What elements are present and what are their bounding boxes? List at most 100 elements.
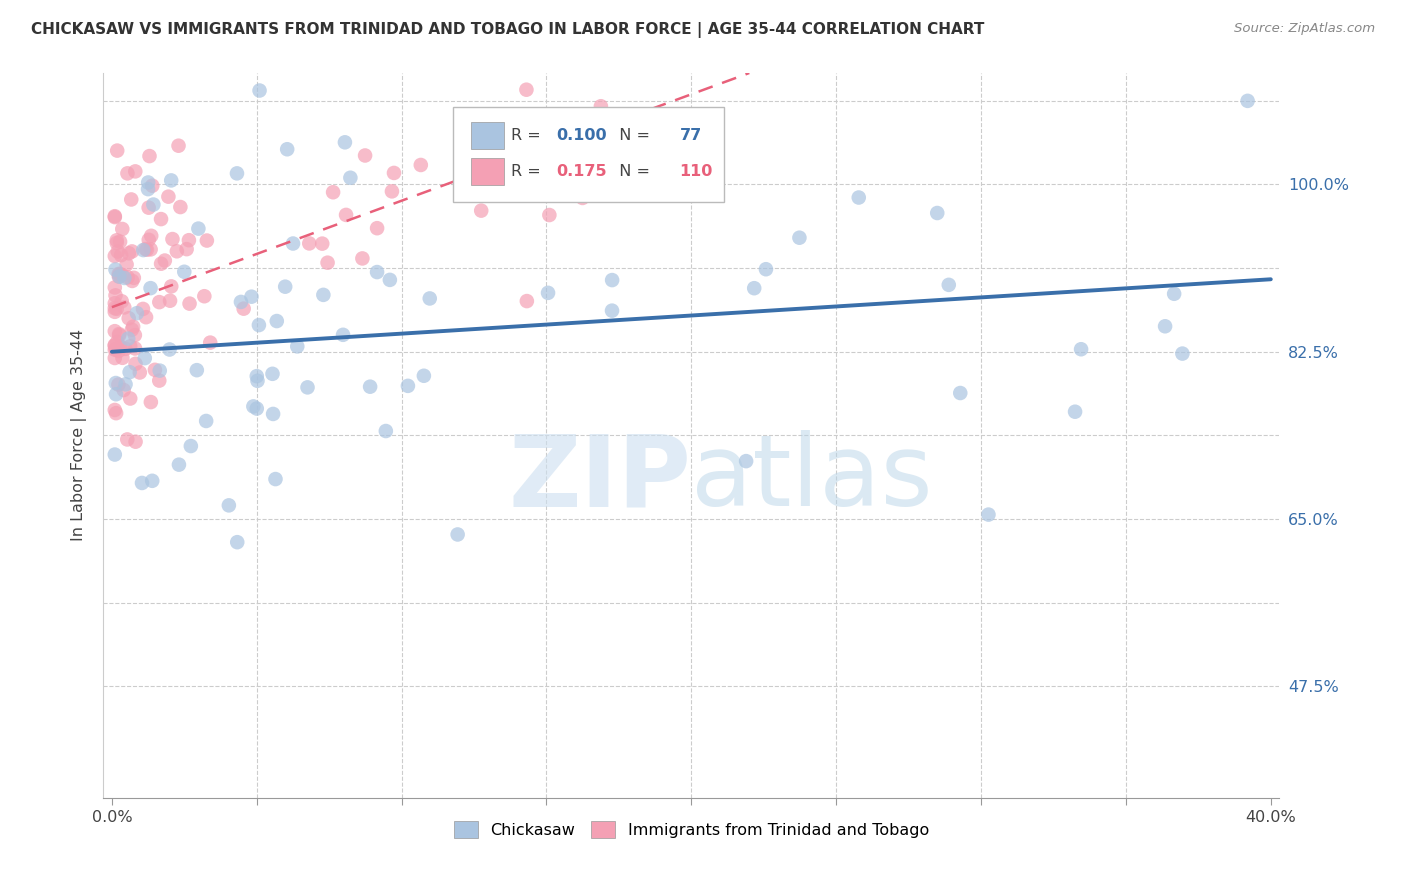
Text: CHICKASAW VS IMMIGRANTS FROM TRINIDAD AND TOBAGO IN LABOR FORCE | AGE 35-44 CORR: CHICKASAW VS IMMIGRANTS FROM TRINIDAD AN…	[31, 22, 984, 38]
Point	[600, 303, 623, 318]
Point	[104, 262, 127, 277]
Point	[226, 166, 249, 180]
Point	[180, 439, 202, 453]
Point	[105, 235, 128, 250]
Point	[124, 434, 146, 449]
Point	[108, 328, 131, 343]
Point	[118, 246, 141, 260]
Point	[200, 335, 222, 350]
Point	[120, 339, 142, 353]
Point	[104, 210, 127, 224]
Point	[589, 99, 612, 113]
Point	[107, 343, 129, 358]
Point	[104, 305, 127, 319]
Point	[339, 170, 361, 185]
Point	[246, 401, 269, 416]
Point	[150, 212, 173, 227]
Point	[538, 208, 561, 222]
Bar	[471, 158, 505, 186]
Point	[159, 293, 181, 308]
Point	[108, 327, 131, 342]
Point	[124, 164, 146, 178]
Point	[281, 236, 304, 251]
Point	[104, 448, 127, 462]
Legend: Chickasaw, Immigrants from Trinidad and Tobago: Chickasaw, Immigrants from Trinidad and …	[447, 814, 935, 844]
Point	[148, 374, 170, 388]
Point	[157, 189, 180, 203]
Point	[186, 363, 208, 377]
Point	[160, 173, 183, 187]
Point	[600, 120, 623, 134]
Point	[120, 392, 142, 406]
Point	[120, 193, 142, 207]
Point	[135, 242, 157, 256]
Point	[297, 380, 319, 394]
Point	[105, 387, 128, 401]
Point	[470, 203, 492, 218]
Point	[104, 249, 127, 263]
Point	[409, 158, 432, 172]
Point	[167, 138, 190, 153]
Point	[108, 235, 131, 249]
Point	[107, 267, 129, 281]
Bar	[471, 121, 505, 149]
Point	[193, 289, 215, 303]
Point	[139, 281, 162, 295]
Point	[104, 288, 127, 302]
Point	[111, 268, 134, 282]
Point	[419, 292, 441, 306]
Point	[246, 369, 269, 384]
Point	[247, 318, 270, 332]
Point	[166, 244, 188, 259]
Point	[1236, 94, 1258, 108]
Point	[516, 294, 538, 309]
Point	[179, 296, 201, 310]
Point	[412, 368, 434, 383]
Point	[311, 236, 333, 251]
Point	[335, 208, 357, 222]
Text: ZIP: ZIP	[509, 430, 692, 527]
Point	[187, 221, 209, 235]
Point	[382, 166, 405, 180]
Point	[124, 342, 146, 356]
Point	[543, 169, 565, 183]
Point	[755, 262, 778, 277]
Point	[167, 458, 190, 472]
Point	[276, 142, 298, 156]
Text: atlas: atlas	[692, 430, 934, 527]
Point	[169, 200, 191, 214]
Point	[143, 363, 166, 377]
Point	[104, 301, 127, 316]
Point	[949, 386, 972, 401]
Point	[121, 274, 143, 288]
Point	[1070, 343, 1092, 357]
Point	[125, 306, 148, 320]
Point	[160, 279, 183, 293]
Point	[118, 311, 141, 326]
Point	[977, 508, 1000, 522]
Point	[104, 343, 127, 357]
Point	[132, 301, 155, 316]
Point	[107, 244, 129, 259]
Point	[600, 273, 623, 287]
Point	[124, 357, 146, 371]
Point	[159, 343, 181, 357]
Point	[104, 338, 127, 352]
Point	[571, 191, 593, 205]
Point	[173, 265, 195, 279]
Point	[359, 380, 381, 394]
Point	[742, 281, 765, 295]
Point	[104, 343, 127, 357]
Point	[138, 233, 160, 247]
Point	[274, 279, 297, 293]
Point	[298, 236, 321, 251]
Point	[316, 255, 339, 269]
Point	[515, 83, 537, 97]
Point	[262, 407, 284, 421]
Point	[107, 377, 129, 392]
Point	[142, 197, 165, 211]
Point	[374, 424, 396, 438]
Point	[110, 248, 132, 262]
Point	[138, 149, 160, 163]
Point	[141, 178, 163, 193]
